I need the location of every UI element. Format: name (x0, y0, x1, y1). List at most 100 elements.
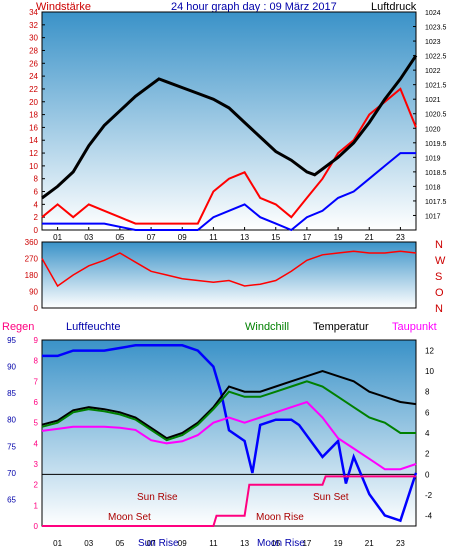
temperature-tick-label: -2 (425, 491, 433, 500)
pressure-axis-ticks: 1017 1017.5 1018 1018.5 1019 1019.5 1020 1020.5… (413, 10, 447, 220)
compass-label: W (435, 255, 446, 267)
rain-tick-label: 1 (34, 501, 39, 510)
wind-direction-plot-area (41, 241, 417, 309)
wind-tick-label: 8 (34, 175, 39, 184)
rain-tick-label: 3 (34, 460, 39, 469)
x-tick-label: 21 (365, 233, 374, 242)
pressure-tick-label: 1021 (425, 97, 441, 104)
wind-series (41, 87, 417, 225)
rain-tick-label: 0 (34, 522, 39, 531)
wind-tick-label: 6 (34, 188, 39, 197)
sun-rise-bottom-label: Sun Rise (138, 538, 179, 549)
pressure-tick-label: 1018.5 (425, 170, 447, 177)
pressure-tick-label: 1020.5 (425, 112, 447, 119)
x-tick-label: 03 (84, 539, 93, 548)
rain-axis-ticks: 0 1 2 3 4 5 6 7 8 9 (34, 336, 39, 531)
x-tick-label: 11 (209, 539, 218, 548)
pressure-tick-label: 1022.5 (425, 54, 447, 61)
x-tick-label: 05 (115, 539, 124, 548)
direction-axis-ticks: 0 90 180 270 360 (25, 238, 39, 313)
wind-pressure-plot-area (41, 11, 417, 231)
pressure-tick-label: 1018 (425, 184, 441, 191)
x-tick-label: 21 (365, 539, 374, 548)
pressure-tick-label: 1019 (425, 155, 441, 162)
windchill-legend: Windchill (245, 321, 289, 333)
x-tick-label: 19 (334, 539, 343, 548)
temperature-tick-label: 12 (425, 346, 434, 355)
temperature-tick-label: -4 (425, 512, 433, 521)
humidity-tick-label: 90 (7, 363, 16, 372)
humidity-tick-label: 95 (7, 336, 16, 345)
panel1-x-ticks: 01 03 05 07 09 11 13 15 17 19 21 23 (53, 227, 405, 242)
rain-tick-label: 5 (34, 419, 39, 428)
wind-tick-label: 20 (29, 98, 38, 107)
humidity-series (42, 344, 418, 523)
x-tick-label: 11 (209, 233, 218, 242)
wind-tick-label: 30 (29, 34, 38, 43)
wind-tick-label: 14 (29, 136, 38, 145)
moon-set-label: Moon Set (108, 512, 151, 523)
pressure-tick-label: 1023 (425, 39, 441, 46)
humidity-axis-ticks: 65 70 75 80 85 90 95 (7, 336, 16, 504)
wind-tick-label: 26 (29, 59, 38, 68)
x-tick-label: 15 (271, 233, 280, 242)
dewpoint-series (41, 400, 417, 471)
x-tick-label: 19 (334, 233, 343, 242)
x-tick-label: 01 (53, 233, 62, 242)
wind-tick-label: 32 (29, 21, 38, 30)
temperature-tick-label: 6 (425, 408, 430, 417)
temperature-legend: Temperatur (313, 321, 369, 333)
pressure-series (41, 54, 418, 200)
rain-tick-label: 8 (34, 357, 39, 366)
humidity-tick-label: 70 (7, 469, 16, 478)
direction-tick-label: 360 (25, 238, 39, 247)
wind-tick-label: 22 (29, 85, 38, 94)
wind-tick-label: 34 (29, 8, 38, 17)
x-tick-label: 17 (302, 233, 311, 242)
x-tick-label: 01 (53, 539, 62, 548)
wind-tick-label: 12 (29, 149, 38, 158)
wind-tick-label: 24 (29, 72, 38, 81)
panel1-series (41, 54, 418, 232)
pressure-tick-label: 1020 (425, 126, 441, 133)
wind-axis-title: Windstärke (36, 1, 91, 13)
humidity-tick-label: 80 (7, 416, 16, 425)
rain-tick-label: 9 (34, 336, 39, 345)
moon-rise-label: Moon Rise (256, 512, 304, 523)
moon-rise-bottom-label: Moon Rise (257, 538, 305, 549)
gust-series (42, 152, 416, 232)
wind-tick-label: 4 (34, 200, 39, 209)
temperature-tick-label: 2 (425, 450, 430, 459)
x-tick-label: 13 (240, 539, 249, 548)
pressure-tick-label: 1017 (425, 213, 441, 220)
temperature-tick-label: 10 (425, 367, 434, 376)
direction-tick-label: 0 (34, 304, 39, 313)
humidity-tick-label: 85 (7, 389, 16, 398)
rain-axis-title: Regen (2, 321, 34, 333)
temperature-plot-area (41, 339, 417, 527)
pressure-tick-label: 1022 (425, 68, 441, 75)
rain-tick-label: 2 (34, 481, 39, 490)
x-tick-label: 13 (240, 233, 249, 242)
wind-tick-label: 28 (29, 46, 38, 55)
wind-direction-series (41, 250, 417, 288)
chart-title: 24 hour graph day : 09 März 2017 (171, 1, 337, 13)
direction-tick-label: 180 (25, 271, 39, 280)
x-tick-label: 09 (178, 233, 187, 242)
compass-label: N (435, 303, 443, 315)
temperature-tick-label: 0 (425, 470, 430, 479)
humidity-tick-label: 65 (7, 495, 16, 504)
x-tick-label: 07 (147, 233, 156, 242)
rain-tick-label: 6 (34, 398, 39, 407)
wind-tick-label: 10 (29, 162, 38, 171)
temperature-series (41, 369, 417, 440)
sun-rise-label: Sun Rise (137, 492, 178, 503)
windchill-series (41, 380, 416, 442)
wind-tick-label: 2 (34, 213, 39, 222)
